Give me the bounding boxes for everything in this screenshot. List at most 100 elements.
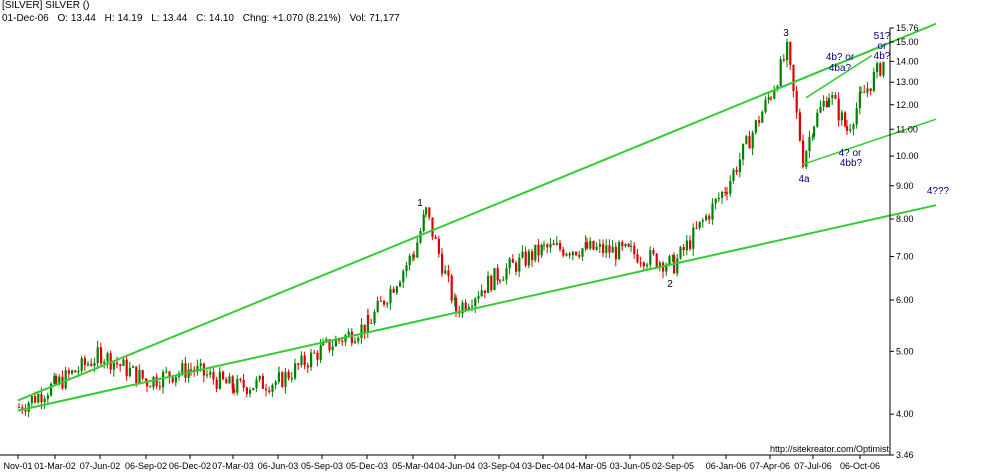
candle-body (100, 349, 103, 364)
candle-body (724, 191, 727, 193)
candle-body (860, 91, 863, 93)
candle-body (231, 376, 234, 389)
candle-body (742, 143, 745, 160)
candle-body (549, 243, 552, 248)
candle-body (294, 363, 297, 379)
y-tick-label: 5.00 (896, 346, 914, 356)
candle-body (218, 371, 221, 389)
candle-body (122, 359, 125, 366)
candle-body (40, 394, 43, 403)
candle-body (350, 331, 353, 344)
candle-body (281, 372, 284, 387)
candle-body (419, 230, 422, 243)
candlestick-series (18, 38, 885, 418)
candle-body (627, 243, 630, 247)
candle-body (190, 369, 193, 371)
wave-label: 2 (667, 279, 673, 290)
candle-body (636, 254, 639, 263)
x-tick-label: 03-Sep-04 (478, 461, 520, 471)
candle-body (392, 288, 395, 293)
candle-body (534, 244, 537, 261)
candle-body (236, 378, 239, 393)
candle-body (119, 364, 122, 366)
candle-body (344, 335, 347, 343)
candle-body (471, 306, 474, 308)
candle-body (524, 251, 527, 266)
candle-body (80, 358, 83, 371)
candle-body (152, 376, 155, 388)
candle-body (271, 384, 274, 392)
candle-body (310, 352, 313, 368)
candle-body (212, 372, 215, 380)
candle-body (328, 339, 331, 351)
candle-body (825, 100, 828, 107)
candle-body (679, 247, 682, 259)
y-tick-label: 12.00 (896, 100, 919, 110)
candle-body (50, 383, 53, 396)
candle-body (249, 390, 252, 394)
candle-body (502, 279, 505, 281)
x-tick-label: 03-Dec-04 (522, 461, 564, 471)
candle-body (434, 237, 437, 239)
chart-title: [SILVER] SILVER () (2, 0, 90, 11)
candle-body (215, 379, 218, 389)
candle-body (90, 363, 93, 366)
candle-body (546, 244, 549, 248)
candle-body (483, 290, 486, 294)
candle-body (764, 99, 767, 113)
credit-url: http://sitekreator.com/Optimist (770, 444, 890, 454)
candle-body (646, 264, 649, 267)
candle-body (518, 257, 521, 272)
readout-date: 01-Dec-06 (2, 13, 49, 24)
candle-body (798, 112, 801, 141)
candle-body (571, 251, 574, 256)
candle-body (413, 255, 416, 258)
candle-body (852, 124, 855, 130)
candle-body (116, 362, 119, 365)
candle-body (155, 376, 158, 387)
readout-low: L: 13.44 (151, 13, 188, 24)
wave-label: 4bb? (840, 158, 863, 169)
x-axis: Nov-01 01-Mar-02 07-Jun-02 06-Sep-02 06-Dec-… (3, 455, 880, 471)
candle-body (135, 366, 138, 384)
candle-body (252, 387, 255, 391)
candle-body (261, 375, 264, 389)
candle-body (467, 307, 470, 310)
x-tick-label: 05-Mar-04 (392, 461, 434, 471)
candle-body (655, 253, 658, 268)
candle-body (618, 242, 621, 260)
y-tick-label: 6.00 (896, 295, 914, 305)
trendline-layer (17, 22, 937, 412)
candle-body (316, 352, 319, 360)
candle-body (373, 311, 376, 324)
x-tick-label: Nov-01 (3, 461, 32, 471)
candle-body (278, 372, 281, 374)
candle-body (268, 390, 271, 392)
candle-body (754, 120, 757, 133)
y-tick-label: 15.00 (896, 37, 919, 47)
candle-body (313, 352, 316, 354)
candle-body (630, 245, 633, 247)
candle-body (132, 366, 135, 368)
y-tick-label: 8.00 (896, 214, 914, 224)
candle-body (698, 221, 701, 228)
candle-body (30, 396, 33, 403)
candle-body (74, 370, 77, 373)
candle-body (575, 251, 578, 256)
candle-body (405, 265, 408, 272)
candle-body (808, 137, 811, 152)
candle-body (87, 363, 90, 366)
candle-body (366, 314, 369, 333)
candle-body (537, 244, 540, 256)
candle-body (872, 72, 875, 91)
candle-body (245, 387, 248, 394)
candle-body (711, 203, 714, 220)
candle-body (370, 323, 373, 325)
candle-body (93, 363, 96, 366)
candle-body (863, 91, 866, 93)
candle-body (300, 355, 303, 366)
candle-body (174, 376, 177, 383)
y-axis: 15.76 15.00 14.00 13.00 12.00 11.00 10.00 9.00 8… (890, 23, 919, 460)
candle-body (745, 136, 748, 144)
candle-body (652, 250, 655, 254)
